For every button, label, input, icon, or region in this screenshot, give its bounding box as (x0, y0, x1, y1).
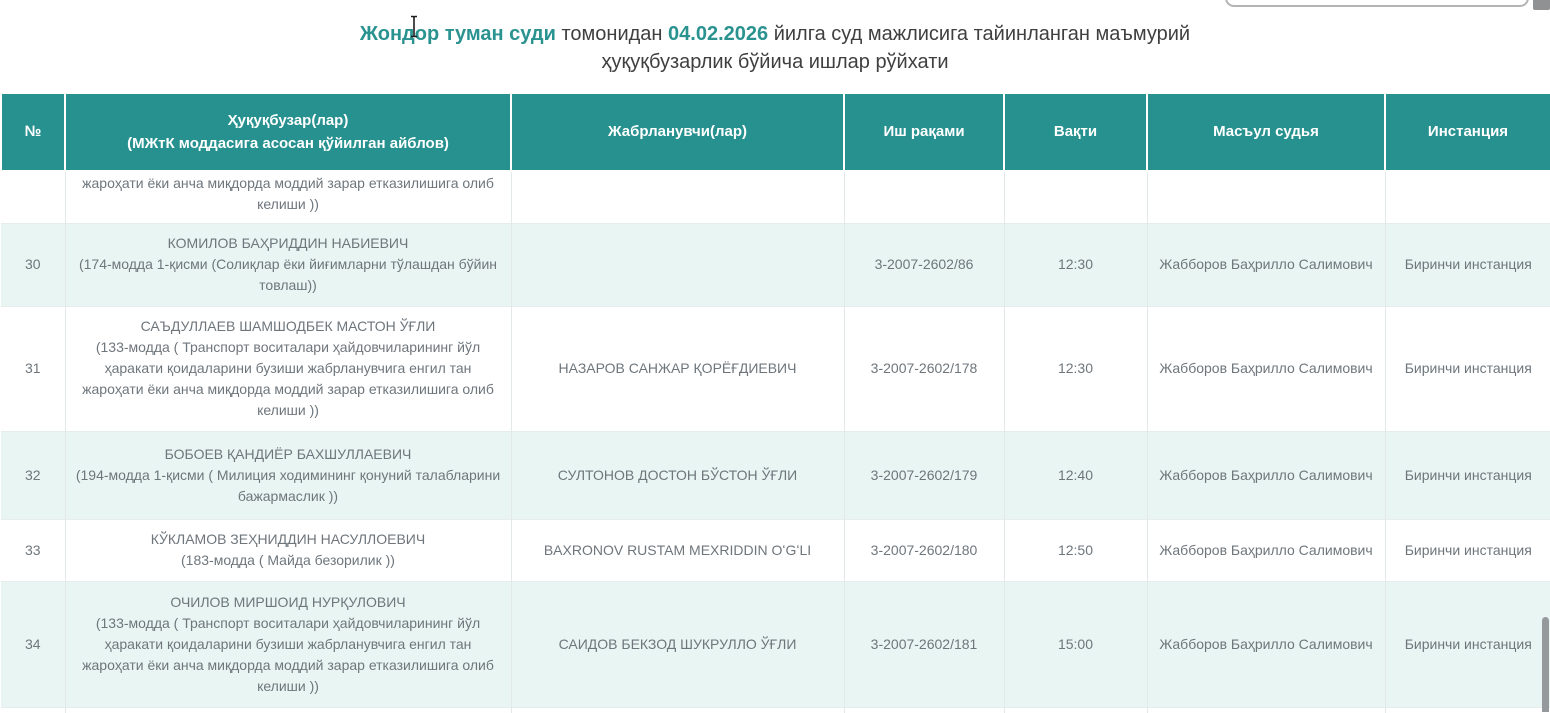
cell-judge: Жабборов Баҳрилло Салимович (1147, 305, 1386, 431)
table-header: № Ҳуқуқбузар(лар) (МЖтК моддасига асосан қ… (0, 92, 1550, 172)
title-line-2: ҳуқуқбузарлик бўйича ишлар рўйхати (601, 51, 949, 73)
cell-offender: жароҳати ёки анча миқдорда моддий зарар … (65, 171, 512, 223)
table-row-partial-bottom (1, 706, 1550, 713)
cell-offender: ОЧИЛОВ МИРШОИД НУРҚУЛОВИЧ (133-модда ( Тр… (65, 580, 512, 707)
offender-name: САЪДУЛЛАЕВ ШАМШОДБЕК МАСТОН ЎҒЛИ (140, 318, 436, 334)
cell-time: 12:50 (1004, 518, 1148, 581)
cell-case-number: 3-2007-2602/179 (844, 430, 1005, 519)
offender-charge: (183-модда ( Майда безорилик )) (181, 552, 395, 568)
cell-case-number: 3-2007-2602/178 (844, 305, 1005, 431)
cell-offender: БОБОЕВ ҚАНДИЁР БАХШУЛЛАЕВИЧ (194-модда 1-… (65, 430, 512, 519)
cutoff-input-fragment (1225, 0, 1529, 7)
court-name: Жондор туман суди (359, 23, 556, 45)
cell-case-number: 3-2007-2602/181 (844, 580, 1005, 707)
cell-judge (1147, 171, 1386, 223)
table-row: 31 САЪДУЛЛАЕВ ШАМШОДБЕК МАСТОН ЎҒЛИ (133-м… (1, 305, 1550, 431)
offender-name: БОБОЕВ ҚАНДИЁР БАХШУЛЛАЕВИЧ (164, 445, 412, 462)
cell-judge: Жабборов Баҳрилло Салимович (1147, 430, 1386, 519)
cases-table: № Ҳуқуқбузар(лар) (МЖтК моддасига асосан қ… (0, 92, 1550, 713)
cell-time: 12:40 (1004, 430, 1148, 519)
cell-number (1, 706, 66, 713)
cell-instance: Биринчи инстанция (1385, 430, 1550, 519)
cell-victim: BAXRONOV RUSTAM MEXRIDDIN OʻGʻLI (511, 518, 845, 581)
cell-offender (65, 706, 512, 713)
cell-victim: НАЗАРОВ САНЖАР ҚОРЁҒДИЕВИЧ (511, 305, 845, 431)
cell-case-number: 3-2007-2602/86 (844, 222, 1005, 306)
table-row: 33 КЎКЛАМОВ ЗЕҲНИДДИН НАСУЛЛОЕВИЧ (183-мод… (1, 518, 1550, 581)
table-body: жароҳати ёки анча миқдорда моддий зарар … (1, 171, 1550, 713)
window-scrollbar-fragment[interactable] (1533, 0, 1550, 10)
column-header-label: Масъул судья (1213, 123, 1319, 141)
column-header-5: Масъул судья (1146, 92, 1386, 172)
cell-instance (1385, 706, 1550, 713)
offender-name: КЎКЛАМОВ ЗЕҲНИДДИН НАСУЛЛОЕВИЧ (150, 531, 426, 547)
offender-charge: (174-модда 1-қисми (Солиқлар ёки йиғимла… (78, 256, 498, 293)
cell-victim: САИДОВ БЕКЗОД ШУКРУЛЛО ЎҒЛИ (511, 580, 845, 707)
table-scrollbar-thumb[interactable] (1542, 617, 1549, 712)
cell-time (1004, 706, 1148, 713)
hearing-date: 04.02.2026 (668, 23, 769, 45)
page-title: Жондор туман суди томонидан 04.02.2026 й… (0, 20, 1550, 76)
cell-instance: Биринчи инстанция (1385, 518, 1550, 581)
column-header-4: Вақти (1003, 92, 1148, 172)
column-header-label: № (24, 123, 42, 141)
column-header-label: Ҳуқуқбузар(лар) (227, 111, 349, 129)
cell-time: 15:00 (1004, 580, 1148, 707)
cell-judge: Жабборов Баҳрилло Салимович (1147, 222, 1386, 306)
cell-victim (511, 706, 845, 713)
cell-number: 32 (1, 430, 66, 519)
title-connector: томонидан (561, 23, 663, 45)
column-header-3: Иш рақами (843, 92, 1005, 172)
cell-case-number (844, 706, 1005, 713)
cell-judge (1147, 706, 1386, 713)
cell-case-number (844, 171, 1005, 223)
column-header-label: Жабрланувчи(лар) (607, 123, 747, 141)
column-header-label: Инстанция (1427, 123, 1509, 141)
column-header-sublabel: (МЖтК моддасига асосан қўйилган айблов) (127, 135, 449, 152)
column-header-1: Ҳуқуқбузар(лар) (МЖтК моддасига асосан қў… (64, 92, 512, 172)
cell-number: 30 (1, 222, 66, 306)
cell-judge: Жабборов Баҳрилло Салимович (1147, 518, 1386, 581)
cell-offender: КЎКЛАМОВ ЗЕҲНИДДИН НАСУЛЛОЕВИЧ (183-модда… (65, 518, 512, 581)
table-row: 30 КОМИЛОВ БАҲРИДДИН НАБИЕВИЧ (174-модда 1… (1, 222, 1550, 306)
cell-judge: Жабборов Баҳрилло Салимович (1147, 580, 1386, 707)
table-row: 32 БОБОЕВ ҚАНДИЁР БАХШУЛЛАЕВИЧ (194-модда … (1, 430, 1550, 519)
cell-time: 12:30 (1004, 222, 1148, 306)
column-header-0: № (0, 92, 66, 172)
title-rest: йилга суд мажлисига тайинланган маъмурий (773, 23, 1191, 45)
cell-time (1004, 171, 1148, 223)
cell-offender: КОМИЛОВ БАҲРИДДИН НАБИЕВИЧ (174-модда 1-қ… (65, 222, 512, 306)
column-header-label: Вақти (1053, 123, 1098, 141)
cell-victim: СУЛТОНОВ ДОСТОН БЎСТОН ЎҒЛИ (511, 430, 845, 519)
column-header-6: Инстанция (1384, 92, 1550, 172)
cell-instance (1385, 171, 1550, 223)
text-cursor-icon (411, 15, 417, 38)
table-row: 34 ОЧИЛОВ МИРШОИД НУРҚУЛОВИЧ (133-модда ( … (1, 580, 1550, 707)
cell-number: 34 (1, 580, 66, 707)
cell-instance: Биринчи инстанция (1385, 222, 1550, 306)
title-line-1: Жондор туман суди томонидан 04.02.2026 й… (0, 20, 1550, 48)
cell-number (1, 171, 66, 223)
column-header-2: Жабрланувчи(лар) (510, 92, 845, 172)
cell-case-number: 3-2007-2602/180 (844, 518, 1005, 581)
table-header-row: № Ҳуқуқбузар(лар) (МЖтК моддасига асосан қ… (0, 92, 1550, 172)
offender-charge: (194-модда 1-қисми ( Милиция ходимининг … (75, 466, 501, 504)
cell-number: 31 (1, 305, 66, 431)
table-row-partial: жароҳати ёки анча миқдорда моддий зарар … (1, 171, 1550, 223)
cell-instance: Биринчи инстанция (1385, 305, 1550, 431)
column-header-label: Иш рақами (883, 123, 965, 141)
cell-offender: САЪДУЛЛАЕВ ШАМШОДБЕК МАСТОН ЎҒЛИ (133-мод… (65, 305, 512, 431)
cell-time: 12:30 (1004, 305, 1148, 431)
offender-charge: (133-модда ( Транспорт воситалари ҳайдов… (82, 614, 494, 694)
offender-name: КОМИЛОВ БАҲРИДДИН НАБИЕВИЧ (167, 235, 409, 251)
offender-charge: (133-модда ( Транспорт воситалари ҳайдов… (82, 339, 494, 418)
offender-name: ОЧИЛОВ МИРШОИД НУРҚУЛОВИЧ (170, 593, 406, 610)
cell-victim (511, 222, 845, 306)
offender-charge: жароҳати ёки анча миқдорда моддий зарар … (82, 175, 494, 212)
cell-number: 33 (1, 518, 66, 581)
cell-instance: Биринчи инстанция (1385, 580, 1550, 707)
cell-victim (511, 171, 845, 223)
